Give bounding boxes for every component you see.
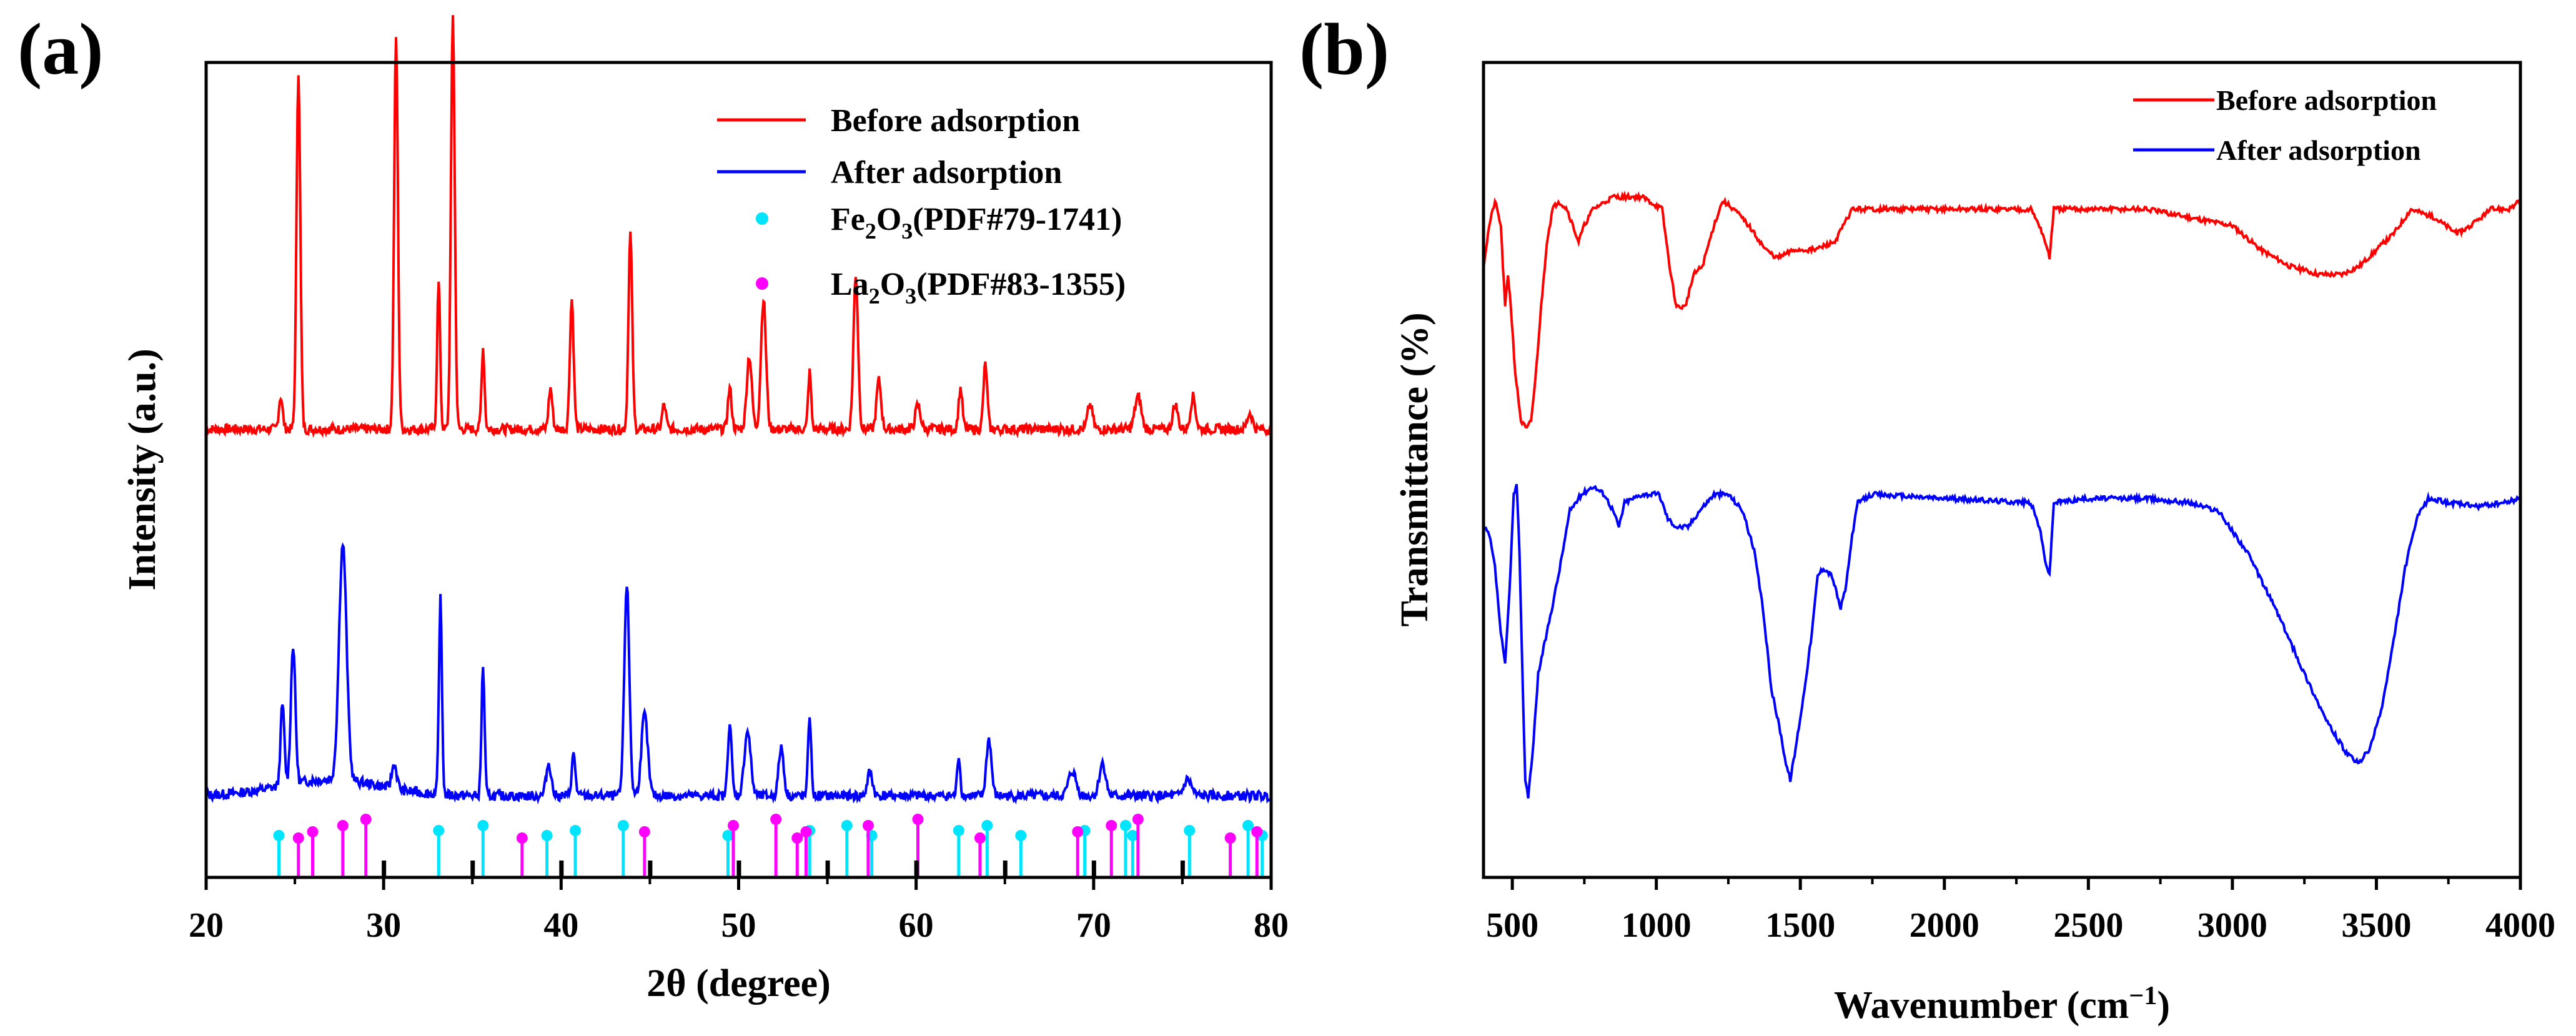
la2o3-ref-marker [1251,826,1263,837]
ref-black-tick [1003,861,1008,877]
x-tick-label: 2000 [1910,906,1979,945]
x-tick-label: 20 [189,906,224,945]
fe2o3-ref-marker [1127,830,1139,841]
la2o3-ref-marker [862,820,874,831]
la2o3-ref-marker [727,820,739,831]
fe2o3-ref-marker [477,820,489,831]
fe2o3-ref-marker [617,820,629,831]
series-line-after [205,542,1272,805]
panel-a-label: (a) [17,8,104,90]
y-axis-label: Intensity (a.u.) [121,348,164,591]
x-axis-label: 2θ (degree) [646,962,831,1005]
legend-label: Fe2O3(PDF#79-1741) [831,202,1122,244]
x-tick-label: 80 [1254,906,1289,945]
ref-black-tick [382,861,387,877]
x-tick-label: 4000 [2485,906,2555,945]
legend-label: After adsorption [831,155,1062,190]
ref-black-tick [648,861,653,877]
legend-label: Before adsorption [831,103,1080,139]
fe2o3-ref-marker [953,825,964,836]
x-axis-label: Wavenumber (cm−1) [1834,982,2170,1027]
la2o3-ref-marker [791,832,803,844]
fe2o3-ref-marker [433,825,445,836]
la2o3-ref-marker [307,826,319,837]
fe2o3-ref-marker [1015,830,1027,841]
series-line-before [205,15,1272,439]
ref-black-tick [559,861,564,877]
x-tick-label: 500 [1486,906,1538,945]
ref-black-tick [1180,861,1185,877]
x-tick-label: 50 [721,906,756,945]
fe2o3-ref-marker [273,830,285,841]
la2o3-ref-marker [638,826,650,837]
y-axis-label: Transmittance (%) [1394,312,1436,626]
x-tick-label: 1000 [1622,906,1692,945]
panel-b-label: (b) [1299,8,1389,90]
ref-black-tick [1091,861,1096,877]
la2o3-ref-marker [974,832,986,844]
ref-black-tick [914,861,919,877]
la2o3-ref-marker [912,814,924,825]
la2o3-ref-marker [516,832,528,844]
legend-label: La2O3(PDF#83-1355) [831,267,1126,308]
la2o3-ref-marker [1132,814,1144,825]
la2o3-ref-marker [337,820,349,831]
ref-black-tick [825,861,830,877]
legend-b: Before adsorption After adsorption [2133,84,2437,166]
x-tick-label: 1500 [1765,906,1835,945]
x-tick-label: 40 [543,906,578,945]
la2o3-ref-marker [292,832,304,844]
fe2o3-ref-marker [722,830,734,841]
la2o3-ref-marker [770,814,782,825]
panel-a-frame [204,61,1273,879]
la2o3-ref-marker [1224,832,1236,844]
fe2o3-ref-marker [981,820,993,831]
fe2o3-ref-marker [570,825,582,836]
series-line-before [1482,190,2522,429]
legend-marker-swatch [756,212,768,225]
ref-black-tick [736,861,741,877]
legend-label: Before adsorption [2216,84,2437,116]
x-tick-label: 2500 [2053,906,2123,945]
la2o3-ref-marker [1072,826,1084,837]
fe2o3-ref-marker [1184,825,1196,836]
la2o3-ref-marker [800,826,812,837]
fe2o3-ref-marker [1119,820,1131,831]
legend-marker-swatch [756,277,768,290]
x-tick-label: 3500 [2341,906,2411,945]
la2o3-ref-marker [1106,820,1117,831]
fe2o3-ref-marker [841,820,853,831]
ref-black-tick [470,861,475,877]
fe2o3-ref-marker [541,830,553,841]
x-tick-label: 30 [366,906,401,945]
la2o3-ref-marker [360,814,372,825]
panel-b-frame [1482,61,2522,879]
panel-a: (a) 20 30 40 50 60 70 80 2θ (degree) Intensity (a… [17,8,1289,1005]
x-tick-label: 70 [1076,906,1111,945]
legend-label: After adsorption [2216,134,2421,166]
series-line-after [1482,483,2522,799]
fe2o3-ref-marker [1242,820,1254,831]
x-tick-label: 3000 [2197,906,2267,945]
panel-b: (b) 500 1000 1500 2000 2500 3000 3500 4000 Wavenu… [1299,8,2555,1027]
x-tick-label: 60 [899,906,934,945]
legend-a: Before adsorption After adsorption Fe2O3(P… [717,103,1126,308]
